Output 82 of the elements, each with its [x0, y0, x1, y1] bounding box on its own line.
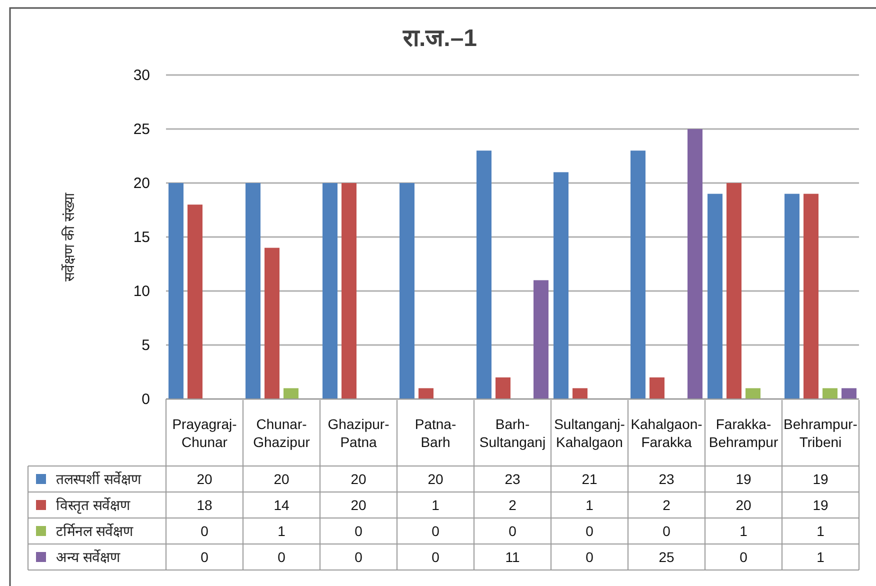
x-tick-label: Patna-Barh — [414, 416, 456, 450]
data-label: 1 — [278, 523, 286, 539]
data-label: 20 — [428, 471, 444, 487]
data-label: 0 — [662, 523, 671, 539]
bar — [284, 388, 298, 399]
data-label: 0 — [740, 549, 748, 565]
data-label: 0 — [278, 549, 286, 565]
y-tick-label: 20 — [133, 175, 150, 192]
data-label: 20 — [274, 471, 290, 487]
data-label: 2 — [662, 497, 671, 513]
y-axis-title: सर्वेक्षण की संख्या — [61, 192, 77, 282]
data-label: 20 — [196, 471, 212, 487]
bar — [746, 388, 760, 399]
bar — [630, 150, 646, 399]
data-label: 20 — [350, 471, 366, 487]
data-label: 0 — [354, 523, 363, 539]
bar — [534, 280, 548, 399]
y-tick-label: 10 — [133, 283, 150, 300]
data-label: 0 — [200, 549, 209, 565]
bar — [476, 150, 492, 399]
data-label: 20 — [350, 497, 366, 513]
data-label: 1 — [816, 549, 825, 565]
bar — [264, 248, 280, 399]
y-tick-label: 0 — [142, 391, 150, 408]
data-label: 0 — [508, 523, 517, 539]
bar — [822, 388, 838, 399]
x-tick-label: Ghazipur-Patna — [328, 416, 390, 450]
data-label: 0 — [200, 523, 209, 539]
data-label: 2 — [508, 497, 517, 513]
bar — [418, 388, 434, 399]
data-label: 19 — [812, 497, 828, 513]
data-label: 23 — [504, 471, 520, 487]
bar — [650, 377, 664, 399]
bar — [400, 183, 414, 399]
x-tick-label: Barh-Sultanganj — [479, 416, 546, 450]
bar — [554, 172, 568, 399]
data-label: 25 — [658, 549, 674, 565]
legend-label: विस्तृत सर्वेक्षण — [56, 497, 131, 514]
legend-label: तलस्पर्शी सर्वेक्षण — [56, 471, 142, 487]
data-label: 21 — [582, 471, 598, 487]
data-label: 19 — [736, 471, 752, 487]
bar — [726, 183, 742, 399]
legend-label: टर्मिनल सर्वेक्षण — [56, 523, 134, 539]
data-label: 0 — [586, 549, 594, 565]
data-label: 1 — [740, 523, 748, 539]
x-tick-label: Farakka-Behrampur — [708, 416, 778, 450]
y-tick-label: 25 — [133, 121, 150, 138]
y-tick-label: 5 — [142, 337, 150, 354]
bar — [342, 183, 356, 399]
bar — [168, 183, 184, 399]
chart-title: रा.ज.–1 — [402, 25, 478, 52]
x-tick-label: Sultanganj-Kahalgaon — [554, 416, 626, 450]
bar — [842, 388, 856, 399]
bar — [708, 194, 722, 399]
data-label: 0 — [354, 549, 363, 565]
data-label: 19 — [812, 471, 828, 487]
x-tick-label: Behrampur-Tribeni — [784, 416, 858, 450]
data-label: 11 — [505, 549, 520, 565]
legend-label: अन्य सर्वेक्षण — [56, 549, 121, 565]
data-label: 1 — [816, 523, 825, 539]
bar — [322, 183, 338, 399]
data-label: 1 — [432, 497, 440, 513]
bar — [784, 194, 800, 399]
data-label: 0 — [432, 523, 440, 539]
data-label: 18 — [196, 497, 212, 513]
data-label: 23 — [658, 471, 674, 487]
x-tick-label: Kahalgaon-Farakka — [630, 416, 703, 450]
bar — [804, 194, 818, 399]
y-tick-label: 30 — [133, 67, 150, 84]
bar — [188, 204, 202, 399]
data-label: 1 — [586, 497, 594, 513]
bar — [246, 183, 260, 399]
data-label: 0 — [432, 549, 440, 565]
data-label: 0 — [586, 523, 594, 539]
x-tick-label: Prayagraj-Chunar — [172, 416, 238, 450]
bar — [688, 129, 702, 399]
bar — [496, 377, 510, 399]
data-label: 14 — [274, 497, 290, 513]
x-tick-label: Chunar-Ghazipur — [253, 416, 310, 450]
bar — [572, 388, 588, 399]
data-label: 20 — [736, 497, 752, 513]
y-tick-label: 15 — [133, 229, 150, 246]
